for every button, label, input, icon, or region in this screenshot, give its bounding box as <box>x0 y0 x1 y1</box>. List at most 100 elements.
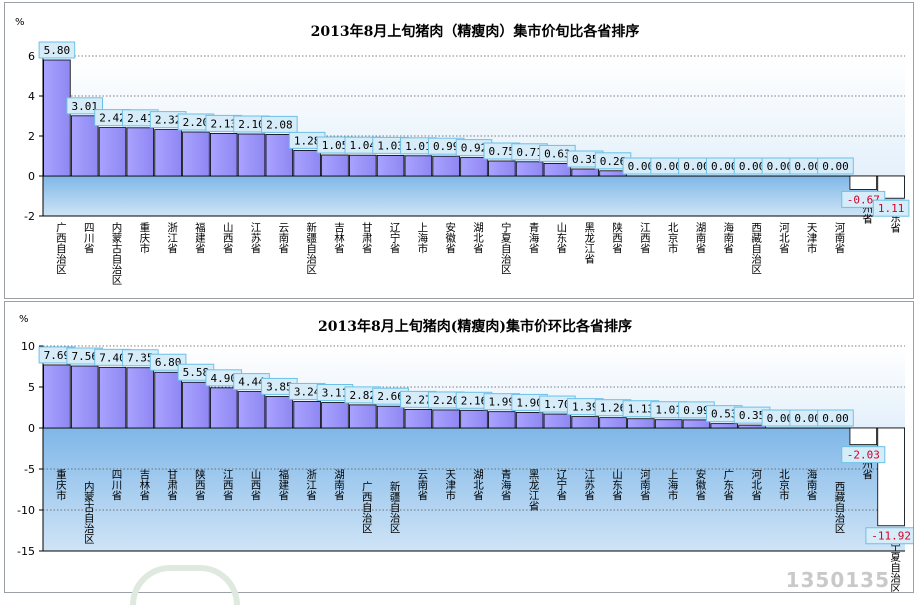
bar <box>599 417 627 429</box>
bar <box>321 402 349 429</box>
y-tick-label: 4 <box>28 90 35 103</box>
bar <box>849 175 878 190</box>
data-label: 3.11 <box>322 386 349 399</box>
bar <box>209 387 238 429</box>
data-label: 0.00 <box>628 160 655 173</box>
data-label: 5.58 <box>183 366 210 379</box>
data-label-box <box>817 157 854 175</box>
bar <box>376 405 405 429</box>
category-label: 内蒙古自治区 <box>111 221 123 285</box>
category-label: 黑龙江省 <box>583 222 595 265</box>
bar <box>293 401 321 429</box>
category-label: 山东省 <box>555 222 567 254</box>
category-label: 黑龙江省 <box>528 469 540 512</box>
watermark: 1350135 <box>785 568 890 592</box>
y-tick-label: 6 <box>28 50 35 63</box>
category-label: 江西省 <box>222 469 234 501</box>
bar <box>293 149 321 177</box>
data-label: 0.71 <box>516 146 543 159</box>
category-label: 甘肃省 <box>361 221 373 254</box>
data-label: 0.35 <box>572 153 599 166</box>
category-label: 宁夏自治区 <box>500 221 512 274</box>
data-label-box <box>817 409 854 427</box>
bar <box>627 418 655 429</box>
chart-title: 2013年8月上旬猪肉(精瘦肉)集市价环比各省排序 <box>318 318 632 335</box>
bar <box>98 127 127 177</box>
y-tick-label: 0 <box>28 422 35 435</box>
data-label: 3.24 <box>294 385 321 398</box>
category-label: 山西省 <box>250 469 262 501</box>
category-label: 甘肃省 <box>166 468 178 501</box>
data-label-box <box>865 527 913 545</box>
data-label: 0.53 <box>711 408 738 421</box>
data-label: 0.00 <box>711 160 738 173</box>
data-label: 6.80 <box>155 356 182 369</box>
category-label: 陕西省 <box>611 221 623 254</box>
data-label: 2.10 <box>238 118 265 131</box>
data-label: 0.26 <box>600 155 627 168</box>
category-label: 河北省 <box>750 469 762 501</box>
data-label: 7.56 <box>71 350 98 363</box>
data-label: 1.99 <box>489 396 516 409</box>
data-label: 0.00 <box>822 160 849 173</box>
data-label: 7.69 <box>44 349 71 362</box>
bar <box>209 132 238 177</box>
category-label: 四川省 <box>83 222 95 254</box>
data-label: 0.00 <box>655 160 682 173</box>
category-label: 重庆市 <box>55 468 67 501</box>
category-label: 重庆市 <box>138 221 150 254</box>
category-label: 吉林省 <box>333 222 345 254</box>
category-label: 江西省 <box>639 222 651 254</box>
category-label: 湖南省 <box>333 469 345 501</box>
category-label: 辽宁省 <box>555 469 567 501</box>
category-label: 江苏省 <box>250 222 262 254</box>
category-label: 内蒙古自治区 <box>83 480 95 544</box>
y-tick-label: -2 <box>24 210 35 223</box>
category-label: 陕西省 <box>194 468 206 501</box>
data-label: 2.42 <box>99 112 126 125</box>
data-label: 3.01 <box>71 100 98 113</box>
bar <box>543 162 572 177</box>
data-label: 1.03 <box>377 139 404 152</box>
data-label: 4.44 <box>238 376 265 389</box>
category-label: 北京市 <box>667 222 679 254</box>
data-label: 0.00 <box>767 160 794 173</box>
bar <box>376 154 405 177</box>
category-label: 天津市 <box>806 222 818 254</box>
bar <box>515 161 544 177</box>
category-label: 浙江省 <box>305 469 317 501</box>
category-label: 河南省 <box>639 469 651 501</box>
bar <box>599 170 627 177</box>
data-label: 5.80 <box>44 44 71 57</box>
data-label: 0.35 <box>739 409 766 422</box>
data-label: 4.90 <box>210 372 237 385</box>
data-label: 0.99 <box>683 404 710 417</box>
data-label: 2.82 <box>350 389 377 402</box>
data-label: 0.99 <box>433 140 460 153</box>
data-label: -2.03 <box>847 449 880 462</box>
y-tick-label: 5 <box>28 381 35 394</box>
category-label: 新疆自治区 <box>389 480 401 533</box>
bar <box>182 381 210 429</box>
category-label: 天津市 <box>444 469 456 501</box>
y-tick-label: 10 <box>21 340 35 353</box>
data-label: 1.13 <box>628 403 655 416</box>
category-label: 云南省 <box>416 469 428 501</box>
bar <box>43 59 71 177</box>
category-label: 湖北省 <box>472 469 484 501</box>
bar <box>237 133 266 177</box>
data-label: 0.00 <box>739 160 766 173</box>
bar <box>738 424 766 429</box>
plot-area-negative <box>43 176 905 216</box>
category-label: 上海市 <box>667 469 679 501</box>
bar <box>460 157 488 177</box>
data-label: -11.92 <box>871 530 911 543</box>
category-label: 福建省 <box>194 221 206 254</box>
bar <box>349 154 377 177</box>
bar <box>432 409 460 429</box>
bar <box>43 364 71 429</box>
data-label: 0.75 <box>489 145 516 158</box>
category-label: 广西自治区 <box>55 222 67 275</box>
plot-area-negative <box>43 428 905 551</box>
